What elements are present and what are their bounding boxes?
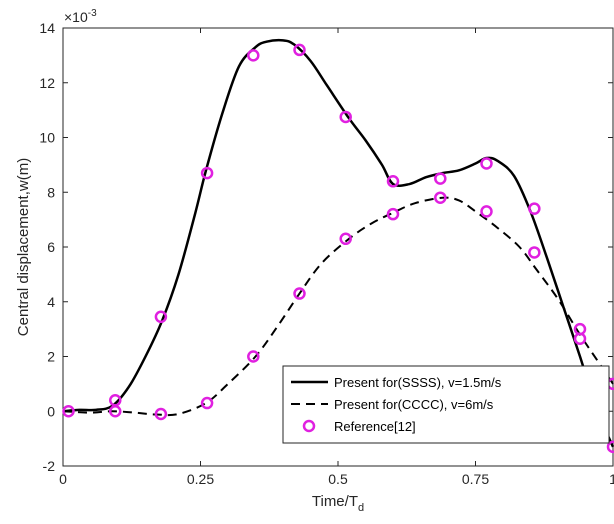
y-tick-label: 2 — [47, 349, 55, 365]
x-axis-label-subscript: d — [358, 502, 364, 514]
y-tick-label: 12 — [39, 75, 55, 91]
y-tick-label: 4 — [47, 294, 55, 310]
y-tick-label: 0 — [47, 403, 55, 419]
y-tick-label: 10 — [39, 130, 55, 146]
y-tick-label: 6 — [47, 239, 55, 255]
x-tick-label: 0.25 — [187, 471, 214, 487]
y-exponent: ×10-3 — [64, 8, 97, 25]
x-tick-label: 0 — [59, 471, 67, 487]
x-tick-label: 1 — [609, 471, 614, 487]
y-axis-label: Central displacement,w(m) — [15, 158, 32, 336]
x-axis-label: Time/Td — [312, 493, 364, 514]
y-tick-label: 8 — [47, 184, 55, 200]
legend-label-reference: Reference[12] — [334, 419, 416, 434]
legend-label-cccc: Present for(CCCC), v=6m/s — [334, 397, 494, 412]
y-exponent-power: -3 — [88, 8, 97, 19]
legend: Present for(SSSS), v=1.5m/s Present for(… — [283, 366, 609, 443]
y-tick-label: 14 — [39, 20, 55, 36]
y-tick-label: -2 — [43, 458, 56, 474]
legend-label-ssss: Present for(SSSS), v=1.5m/s — [334, 375, 502, 390]
x-tick-label: 0.5 — [328, 471, 348, 487]
x-tick-label: 0.75 — [462, 471, 489, 487]
